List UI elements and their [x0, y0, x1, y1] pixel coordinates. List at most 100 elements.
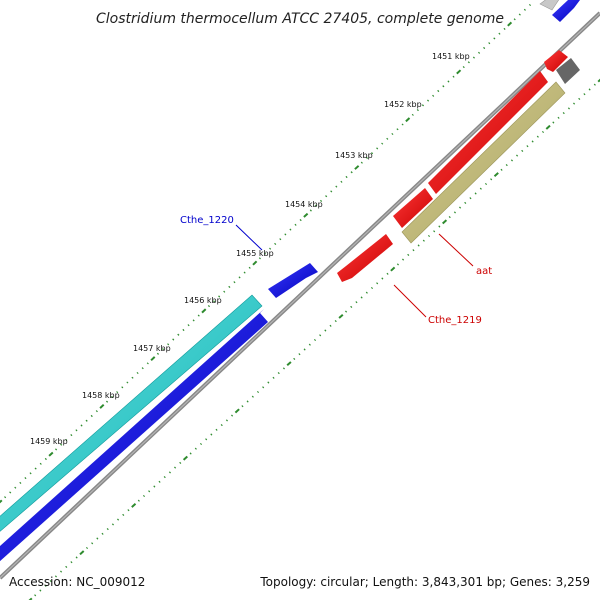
- outer-ring-minor-tick: [518, 13, 521, 16]
- inner-ring-minor-tick: [75, 556, 78, 559]
- inner-ring-minor-tick: [215, 428, 218, 431]
- inner-ring-minor-tick: [562, 112, 565, 115]
- inner-ring-minor-tick: [412, 249, 415, 252]
- inner-ring-minor-tick: [541, 130, 545, 134]
- inner-ring-minor-tick: [199, 442, 203, 446]
- inner-ring-major-tick: [390, 266, 396, 272]
- outer-ring-minor-tick: [55, 448, 58, 451]
- inner-ring-minor-tick: [433, 230, 436, 233]
- inner-ring-minor-tick: [567, 107, 570, 110]
- inner-ring-major-tick: [79, 550, 85, 556]
- outer-ring-minor-tick: [182, 328, 185, 332]
- inner-ring-minor-tick: [277, 372, 280, 375]
- outer-ring-minor-tick: [131, 376, 134, 379]
- inner-ring-major-tick: [28, 597, 33, 600]
- outer-ring-minor-tick: [401, 123, 404, 126]
- inner-ring-minor-tick: [60, 570, 63, 573]
- outer-ring-minor-tick: [284, 233, 287, 236]
- cyan-feature-track: [0, 294, 263, 532]
- outer-ring-minor-tick: [391, 132, 394, 136]
- inner-ring-minor-tick: [303, 348, 306, 351]
- map-title: Clostridium thermocellum ATCC 27405, com…: [96, 11, 504, 27]
- outer-ring-minor-tick: [488, 42, 491, 45]
- inner-ring-minor-tick: [365, 291, 368, 294]
- inner-ring-minor-tick: [319, 334, 322, 337]
- outer-ring-minor-tick: [416, 109, 419, 112]
- inner-ring-minor-tick: [505, 164, 508, 167]
- blue-gene-arrow-top: [552, 0, 580, 22]
- topology-text: Topology: circular; Length: 3,843,301 bp…: [259, 575, 590, 589]
- outer-ring-minor-tick: [34, 467, 37, 470]
- inner-ring-major-tick: [182, 455, 188, 461]
- tick-label-1451: 1451 kbp: [432, 52, 470, 61]
- outer-ring-minor-tick: [350, 171, 353, 174]
- tick-label-1455: 1455 kbp: [236, 249, 274, 258]
- ruler-labels: 1451 kbp 1452 kbp 1453 kbp 1454 kbp 1455…: [30, 52, 470, 446]
- outer-ring-minor-tick: [238, 276, 241, 279]
- outer-ring-minor-tick: [167, 343, 170, 346]
- inner-ring-minor-tick: [464, 201, 467, 204]
- inner-ring-minor-tick: [516, 154, 519, 157]
- outer-ring-minor-tick: [335, 185, 338, 188]
- tick-label-1457: 1457 kbp: [133, 344, 171, 353]
- outer-ring-minor-tick: [381, 142, 384, 145]
- inner-ring-minor-tick: [334, 320, 337, 323]
- outer-ring-minor-tick: [39, 462, 42, 465]
- outer-ring-minor-tick: [136, 371, 139, 375]
- aat-label: aat: [476, 266, 492, 277]
- inner-ring-minor-tick: [111, 523, 114, 526]
- inner-ring-major-tick: [131, 503, 137, 508]
- outer-ring-minor-tick: [14, 486, 17, 489]
- outer-ring-minor-tick: [248, 266, 251, 269]
- tick-label-1458: 1458 kbp: [82, 391, 120, 400]
- inner-ring-minor-tick: [205, 438, 208, 441]
- inner-ring-minor-tick: [396, 263, 399, 266]
- inner-ring-minor-tick: [484, 182, 488, 186]
- inner-ring-minor-tick: [246, 400, 249, 403]
- inner-ring-major-tick: [545, 124, 551, 130]
- inner-tick-ring: [28, 78, 600, 600]
- inner-ring-minor-tick: [552, 121, 555, 124]
- outer-ring-minor-tick: [95, 410, 98, 413]
- outer-ring-minor-tick: [228, 285, 231, 289]
- outer-ring-minor-tick: [105, 400, 109, 403]
- outer-ring-minor-tick: [258, 257, 261, 260]
- inner-ring-minor-tick: [44, 584, 47, 587]
- inner-ring-minor-tick: [474, 192, 477, 195]
- inner-ring-major-tick: [338, 313, 344, 319]
- aat-leader: [438, 233, 474, 267]
- outer-ring-minor-tick: [177, 333, 180, 336]
- inner-ring-minor-tick: [479, 187, 482, 190]
- outer-ring-minor-tick: [141, 367, 144, 370]
- inner-ring-minor-tick: [360, 296, 363, 299]
- outer-ring-minor-tick: [472, 56, 475, 59]
- inner-ring-minor-tick: [573, 102, 576, 105]
- aat-gene-khaki: [401, 81, 566, 244]
- inner-ring-minor-tick: [531, 140, 534, 143]
- outer-ring-minor-tick: [478, 51, 481, 54]
- inner-ring-minor-tick: [122, 513, 125, 516]
- outer-ring-minor-tick: [330, 190, 333, 193]
- inner-ring-minor-tick: [65, 565, 68, 568]
- inner-ring-minor-tick: [593, 83, 596, 86]
- outer-ring-major-tick: [303, 212, 309, 218]
- outer-ring-major-tick: [150, 356, 156, 362]
- inner-ring-major-tick: [286, 361, 292, 367]
- tick-label-1456: 1456 kbp: [184, 296, 222, 305]
- inner-ring-minor-tick: [241, 405, 244, 408]
- inner-ring-minor-tick: [220, 424, 223, 427]
- outer-ring-minor-tick: [172, 338, 175, 341]
- outer-ring-minor-tick: [523, 8, 526, 11]
- inner-ring-minor-tick: [91, 542, 94, 545]
- inner-ring-minor-tick: [49, 580, 52, 583]
- outer-ring-minor-tick: [365, 156, 368, 159]
- inner-ring-minor-tick: [174, 466, 177, 469]
- outer-ring-minor-tick: [29, 472, 32, 475]
- outer-ring-minor-tick: [9, 491, 12, 494]
- inner-ring-minor-tick: [189, 452, 192, 455]
- outer-ring-major-tick: [507, 21, 513, 27]
- outer-ring-minor-tick: [483, 46, 486, 50]
- outer-ring-minor-tick: [90, 414, 93, 418]
- outer-ring-minor-tick: [263, 252, 267, 255]
